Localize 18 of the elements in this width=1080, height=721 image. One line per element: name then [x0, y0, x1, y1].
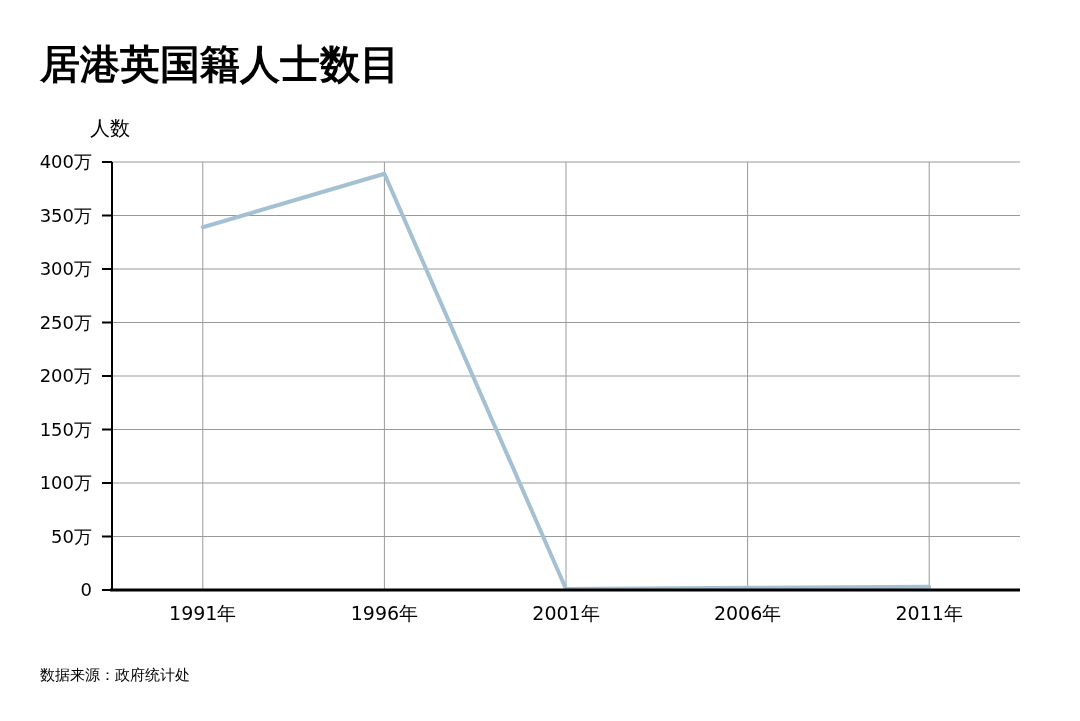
source-note: 数据来源：政府统计处 — [40, 666, 190, 684]
x-tick-label: 2011年 — [895, 602, 963, 624]
y-axis-title: 人数 — [90, 116, 130, 140]
x-tick-label: 2001年 — [532, 602, 600, 624]
y-tick-label: 0 — [80, 579, 92, 601]
y-tick-label: 200万 — [39, 365, 92, 387]
x-tick-label: 1991年 — [169, 602, 237, 624]
y-tick-label: 350万 — [39, 204, 92, 226]
y-tick-label: 300万 — [39, 258, 92, 280]
chart-title: 居港英国籍人士数目 — [39, 41, 400, 87]
line-series — [200, 171, 932, 591]
y-tick-label: 150万 — [39, 418, 92, 440]
y-tick-label: 400万 — [39, 151, 92, 173]
y-tick-label: 250万 — [39, 311, 92, 333]
x-tick-label: 1996年 — [350, 602, 419, 624]
y-tick-label: 50万 — [51, 525, 92, 547]
x-tick-label: 2006年 — [713, 602, 782, 624]
y-tick-label: 100万 — [39, 472, 92, 494]
